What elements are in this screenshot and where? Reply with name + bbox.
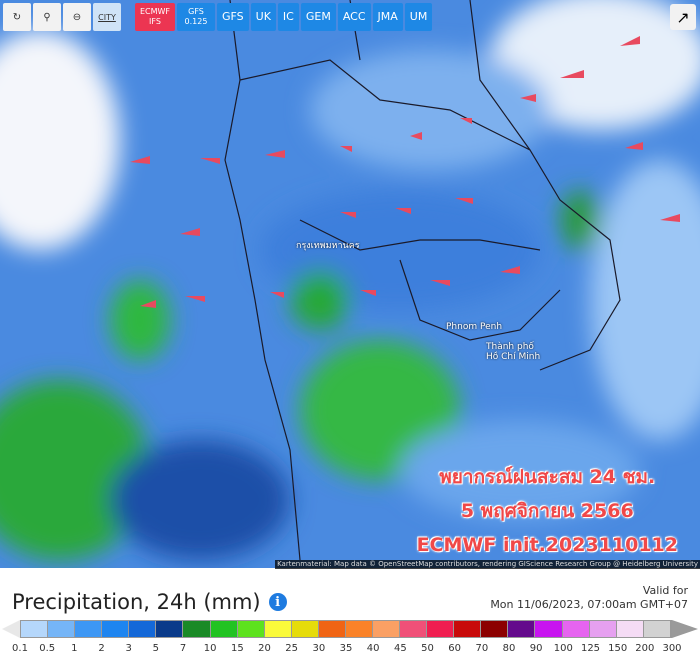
legend-title-row: Precipitation, 24h (mm) i [12,590,287,614]
scale-tick: 60 [448,643,462,654]
color-cell [589,621,617,637]
place-label-hcmc-1: Thành phố [486,342,534,352]
zoom-out-icon[interactable]: ⊖ [63,3,91,31]
color-cell [156,621,184,637]
scale-tick: 0.5 [39,643,56,654]
scale-tick: 15 [230,643,244,654]
info-icon[interactable]: i [268,593,287,611]
scale-tick: 40 [366,643,380,654]
color-cell [345,621,374,637]
color-cell [183,621,211,637]
overlay-line-3: ECMWF init.2023110112 [416,534,678,556]
color-cell [373,621,401,637]
color-cell [481,621,509,637]
refresh-icon[interactable]: ↻ [3,3,31,31]
legend-title: Precipitation, 24h (mm) [12,590,261,614]
map-layer [0,0,700,561]
scale-tick: 50 [421,643,434,654]
scale-tick: 125 [580,643,601,654]
precipitation-map[interactable]: ↻ ⚲ ⊖ CITY ECMWF IFS GFS 0.125 GFS UK IC… [0,0,700,568]
color-cell [318,621,346,637]
scale-tick: 45 [393,643,407,654]
color-cell [643,621,671,637]
color-cell [562,621,590,637]
scale-tick: 1 [71,643,78,654]
share-icon[interactable]: ↗ [670,4,696,30]
model-um-button[interactable]: UM [404,3,433,31]
map-attribution: Kartenmaterial: Map data © OpenStreetMap… [275,560,700,569]
valid-label: Valid for [642,584,688,597]
place-label-bangkok: กรุงเทพมหานคร [296,241,360,251]
color-cell [129,621,157,637]
model-gfs-button[interactable]: GFS [217,3,249,31]
color-cell [454,621,482,637]
scale-tick: 80 [502,643,516,654]
color-cell [210,621,238,637]
city-toggle-button[interactable]: CITY [93,3,121,31]
overlay-line-2: 5 พฤศจิกายน 2566 [460,500,634,522]
model-acc-button[interactable]: ACC [337,3,371,31]
scale-tick: 90 [529,643,543,654]
under-range-arrow [2,620,20,638]
color-cell [264,621,292,637]
forecast-overlay-text: พยากรณ์ฝนสะสม 24 ชม. 5 พฤศจิกายน 2566 EC… [417,460,678,562]
scale-tick: 200 [635,643,655,654]
scale-tick: 70 [475,643,489,654]
model-gem-button[interactable]: GEM [300,3,336,31]
scale-tick: 100 [553,643,573,654]
model-gfs-0125-button[interactable]: GFS 0.125 [177,3,215,31]
location-pin-icon[interactable]: ⚲ [33,3,61,31]
color-cell [616,621,644,637]
color-cell [535,621,563,637]
scale-tick: 30 [312,643,326,654]
scale-tick: 300 [662,643,682,654]
overlay-line-1: พยากรณ์ฝนสะสม 24 ชม. [439,466,656,488]
model-ecmwf-ifs-button[interactable]: ECMWF IFS [135,3,175,31]
scale-tick: 10 [203,643,217,654]
place-label-phnom-penh: Phnom Penh [446,322,503,332]
color-cell [400,621,428,637]
scale-tick: 2 [98,643,105,654]
color-cell [21,621,49,637]
color-cell [427,621,455,637]
scale-tick: 3 [125,643,132,654]
scale-tick: 20 [258,643,271,654]
color-cells [20,620,672,638]
scale-tick: 25 [285,643,299,654]
color-cell [102,621,130,637]
scale-tick: 7 [179,643,187,654]
color-cell [75,621,103,637]
scale-tick: 150 [608,643,628,654]
valid-time: Valid for Mon 11/06/2023, 07:00am GMT+07 [490,584,688,612]
wind-arrows [130,36,680,308]
model-ic-button[interactable]: IC [277,3,299,31]
model-jma-button[interactable]: JMA [372,3,403,31]
model-uk-button[interactable]: UK [250,3,276,31]
color-cell [508,621,536,637]
color-cell [48,621,76,637]
scale-tick: 5 [152,643,160,654]
scale-tick: 0.1 [12,643,28,654]
scale-ticks: 0.1 0.5 1 2 3 5 7 10 15 20 25 30 35 40 45 50 60 70 80 90 100… [12,643,682,657]
over-range-arrow [672,620,698,638]
color-cell [237,621,265,637]
scale-tick: 35 [339,643,353,654]
valid-time-value: Mon 11/06/2023, 07:00am GMT+07 [490,598,688,611]
color-cell [291,621,319,637]
color-scale [0,620,700,638]
place-label-hcmc-2: Hồ Chí Minh [486,352,541,362]
